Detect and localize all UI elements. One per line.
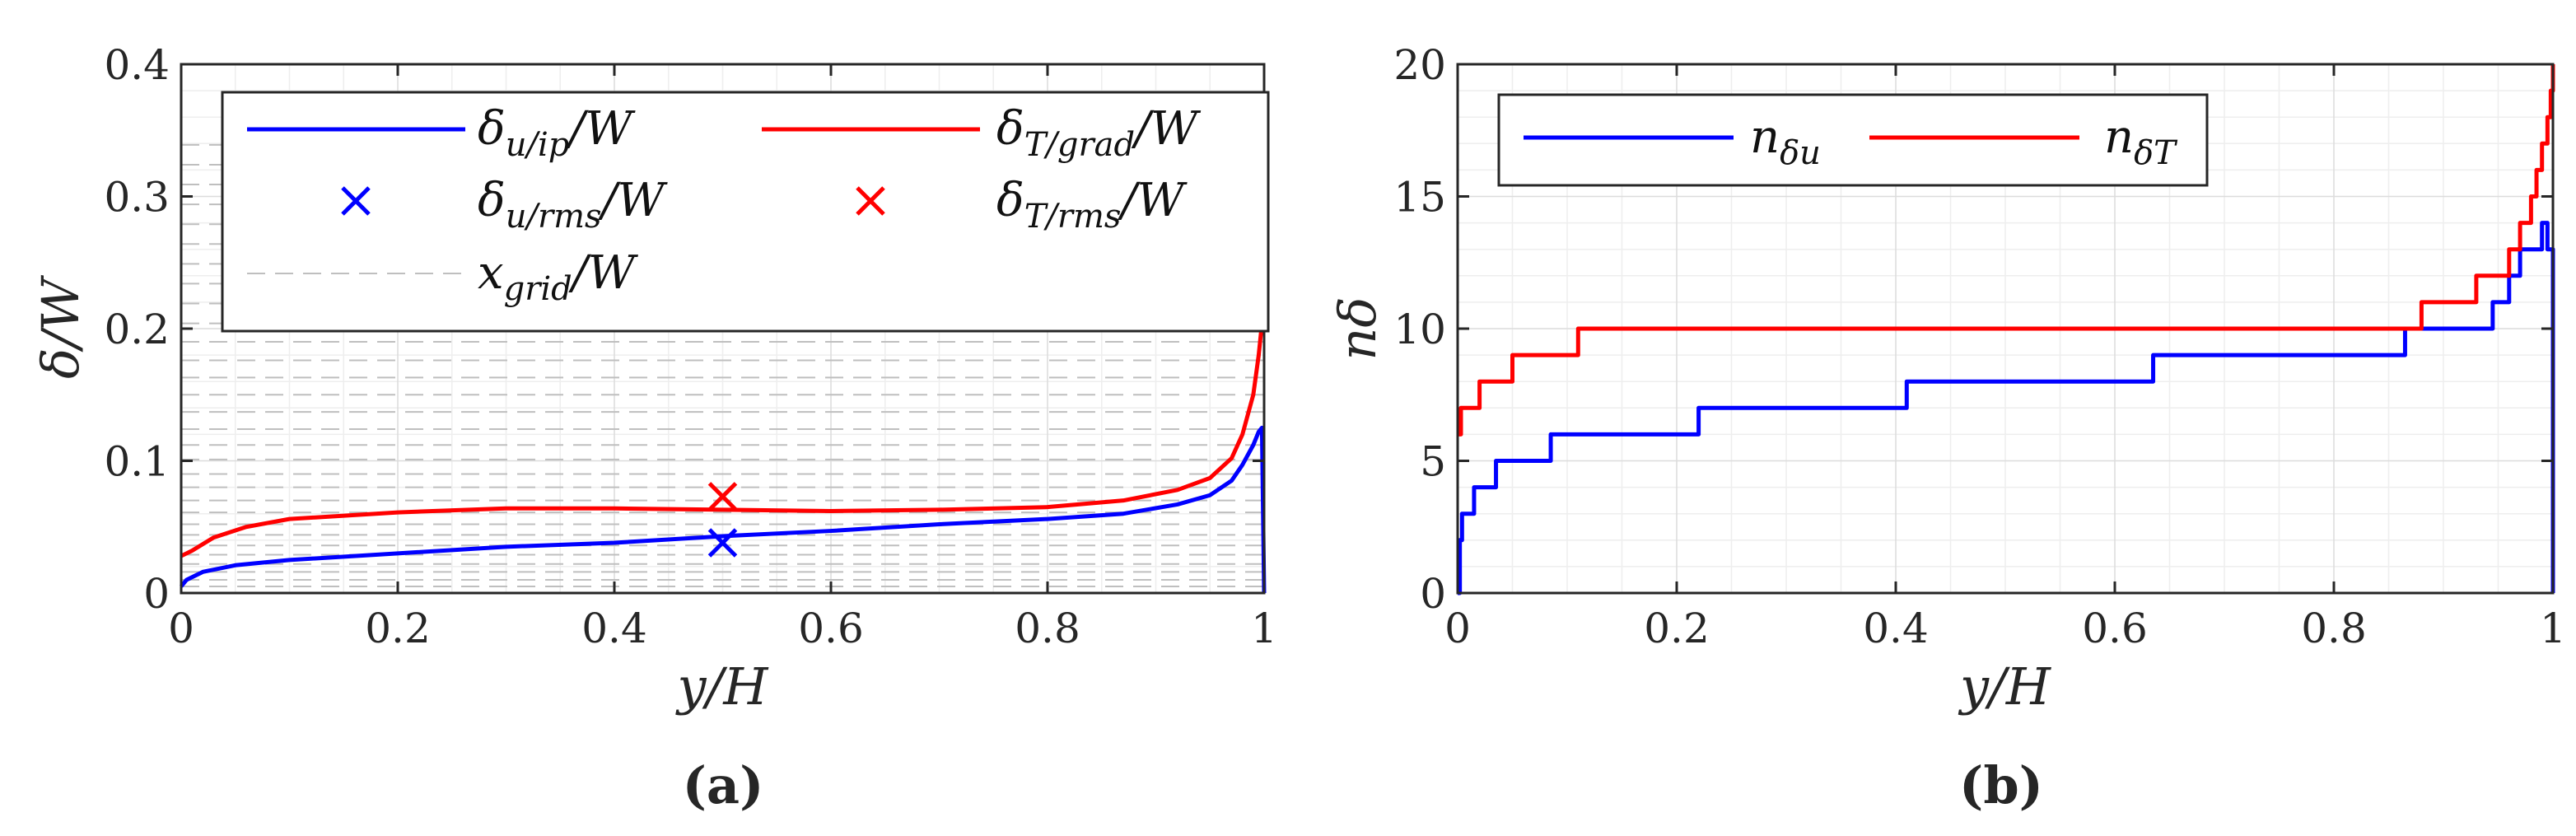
x-tick-label: 0.4 [581, 605, 647, 652]
panel-a-x-axis-label: y/H [675, 656, 770, 717]
y-tick-label: 0 [1420, 570, 1446, 618]
y-tick-label: 0.3 [104, 174, 170, 222]
panel-b-legend: nδu nδT [1497, 93, 2209, 187]
legend-item: δT/grad/W [762, 102, 1202, 164]
legend-label: δT/rms/W [996, 174, 1188, 236]
legend-item: δT/rms/W [856, 174, 1188, 236]
panel-b-label: (b) [1959, 755, 2043, 815]
x-tick-label: 0.4 [1863, 605, 1929, 652]
series-line [180, 301, 1267, 558]
y-tick-label: 20 [1393, 41, 1446, 89]
y-tick-label: 0.2 [104, 306, 170, 353]
x-tick-label: 0 [1444, 605, 1471, 652]
series-line [1458, 221, 2555, 595]
legend-label: δT/grad/W [996, 102, 1202, 164]
x-marker [707, 482, 738, 511]
y-tick-label: 10 [1393, 306, 1446, 353]
y-tick-label: 5 [1420, 438, 1446, 486]
x-tick-label: 0.8 [1015, 605, 1080, 652]
legend-swatch [341, 186, 371, 216]
legend-label: δu/rms/W [478, 174, 668, 236]
x-tick-label: 0.8 [2301, 605, 2367, 652]
x-tick-label: 0 [168, 605, 194, 652]
x-tick-label: 1 [1251, 605, 1277, 652]
legend-box [221, 91, 1270, 333]
panel-a-label: (a) [683, 755, 764, 815]
panel-a-y-axis-label: δ/W [30, 275, 91, 379]
series-line [180, 425, 1267, 594]
y-tick-label: 15 [1393, 174, 1446, 222]
panel-b-x-axis-label: y/H [1958, 656, 2052, 717]
series-line [1458, 64, 2555, 437]
legend-label: nδT [2104, 110, 2178, 172]
panel-b-y-axis-label: nδ [1328, 297, 1388, 360]
legend-swatch [856, 186, 885, 216]
legend-box [1497, 93, 2209, 187]
x-tick-label: 0.2 [1644, 605, 1710, 652]
panel-a-legend: δu/ip/W δT/grad/W δu/rms/W δT/rms/W xgrid/W [221, 91, 1270, 333]
legend-item: δu/ip/W [247, 102, 636, 164]
legend-item: nδT [1869, 110, 2178, 172]
x-tick-label: 0.6 [2082, 605, 2148, 652]
y-tick-label: 0 [143, 570, 170, 618]
legend-label: nδu [1750, 110, 1821, 172]
x-tick-label: 0.2 [365, 605, 431, 652]
legend-item: nδu [1524, 110, 1821, 172]
y-tick-label: 0.1 [104, 438, 170, 486]
y-tick-label: 0.4 [104, 41, 170, 89]
legend-item: δu/rms/W [341, 174, 668, 236]
x-marker [707, 528, 738, 558]
x-tick-label: 1 [2540, 605, 2566, 652]
x-tick-label: 0.6 [798, 605, 864, 652]
panel-a-chart: 0 0.2 0.4 0.6 0.8 1 0 0.1 0.2 0.3 0.4 y/H δ/W δu/ip/W… [30, 41, 1277, 717]
legend-item: xgrid/W [247, 246, 639, 308]
legend-label: xgrid/W [478, 246, 639, 308]
legend-label: δu/ip/W [478, 102, 636, 164]
